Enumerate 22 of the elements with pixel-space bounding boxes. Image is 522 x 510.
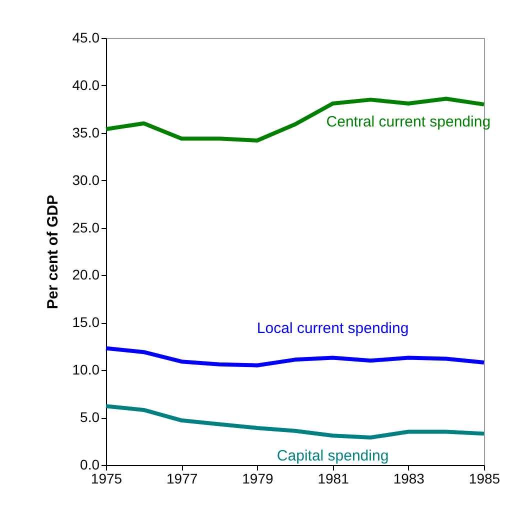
x-tick-label: 1981	[318, 470, 350, 486]
x-tick-label: 1975	[90, 470, 122, 486]
series-label: Capital spending	[276, 448, 389, 465]
y-tick-label: 35.0	[72, 124, 100, 140]
series-label: Local current spending	[256, 320, 409, 337]
x-tick-label: 1979	[242, 470, 274, 486]
x-tick-label: 1977	[166, 470, 198, 486]
series-label: Central current spending	[326, 113, 491, 130]
y-axis-title: Per cent of GDP	[44, 194, 62, 310]
y-tick-label: 20.0	[72, 266, 100, 283]
y-tick-label: 45.0	[72, 30, 100, 46]
line-series	[104, 346, 486, 368]
y-tick-label: 30.0	[72, 172, 100, 188]
y-tick-label: 15.0	[72, 314, 100, 330]
x-tick-label: 1985	[468, 470, 500, 486]
y-tick-label: 40.0	[72, 76, 100, 93]
y-tick-label: 5.0	[80, 409, 100, 426]
y-tick-label: 10.0	[72, 362, 100, 378]
line-series	[104, 404, 486, 440]
x-tick-label: 1983	[393, 470, 425, 486]
y-tick-label: 0.0	[80, 456, 100, 472]
y-tick-label: 25.0	[72, 219, 100, 236]
